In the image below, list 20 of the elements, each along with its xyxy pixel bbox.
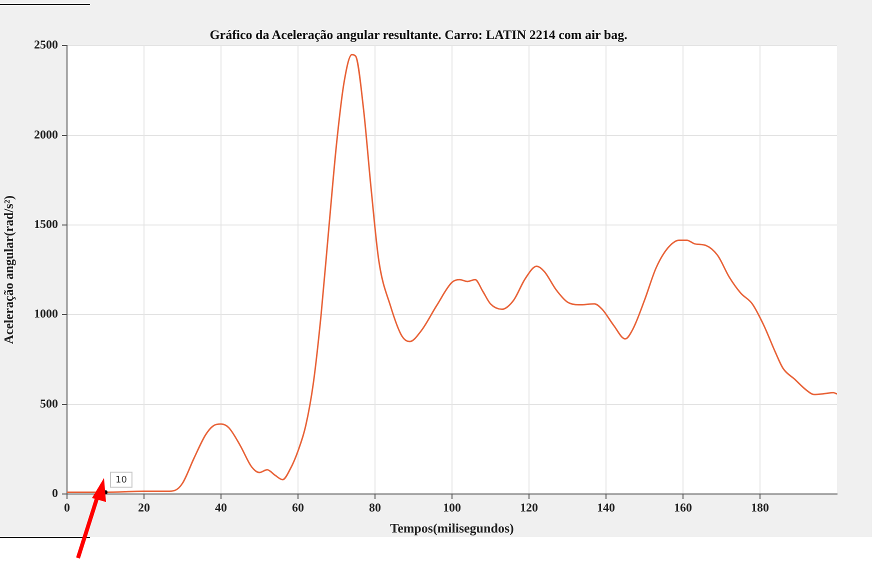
chart-title: Gráfico da Aceleração angular resultante. Carro: LATIN 2214 com air bag.: [210, 27, 628, 42]
x-tick-label: 0: [64, 500, 70, 514]
y-tick-label: 500: [40, 396, 58, 410]
x-axis-title: Tempos(milisegundos): [390, 520, 514, 536]
y-tick-label: 1000: [34, 306, 58, 321]
annotation: 10: [116, 476, 128, 486]
x-tick-label: 60: [292, 500, 304, 514]
y-tick-label: 2500: [34, 38, 58, 52]
y-axis-title: Aceleração angular(rad/s²): [1, 195, 16, 344]
x-tick-label: 180: [751, 500, 769, 514]
x-tick-label: 160: [674, 500, 692, 514]
y-tick-label: 1500: [34, 217, 58, 232]
x-tick-label: 140: [597, 500, 615, 514]
x-tick-label: 80: [369, 500, 381, 514]
x-tick-label: 40: [215, 500, 227, 514]
x-tick-label: 120: [520, 500, 538, 514]
x-tick-label: 100: [443, 500, 461, 514]
x-tick-label: 20: [138, 500, 150, 514]
y-tick-label: 0: [52, 486, 58, 500]
y-tick-label: 2000: [34, 127, 58, 142]
